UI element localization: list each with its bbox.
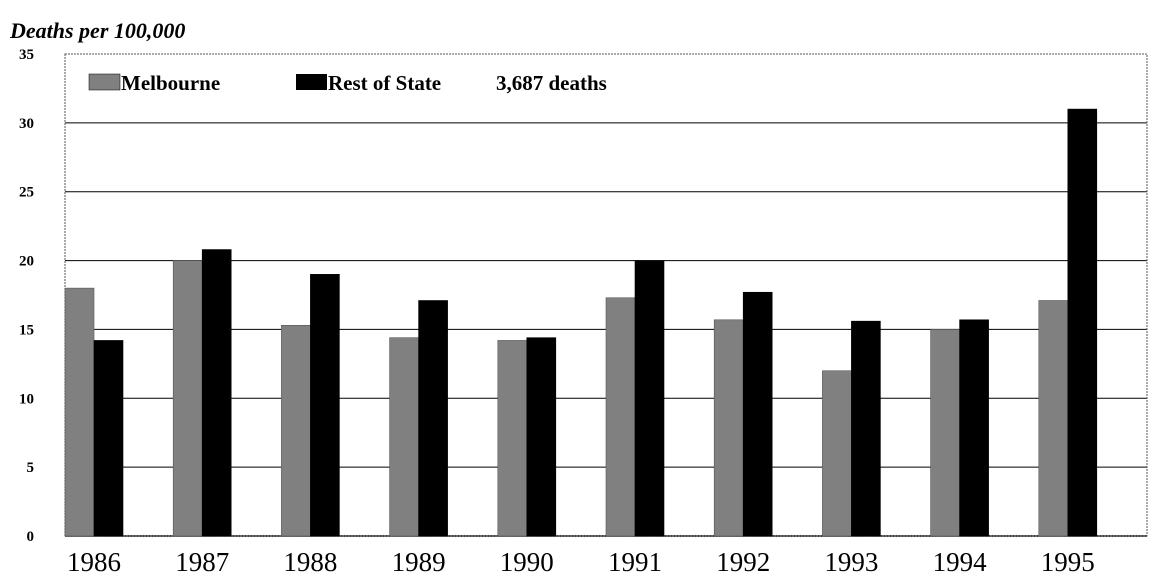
x-tick-label: 1993 <box>824 547 878 575</box>
legend-swatch-melbourne <box>88 73 121 91</box>
x-tick-label: 1986 <box>67 547 121 575</box>
x-axis-ticks: 1986 1987 1988 1989 1990 1991 1992 1993 1994 1995 <box>67 547 1095 575</box>
bar-rest-of-state-1993 <box>851 320 881 537</box>
bar-melbourne-1989 <box>389 337 419 537</box>
y-tick-label: 15 <box>19 322 34 338</box>
legend: Melbourne Rest of State 3,687 deaths <box>88 71 607 95</box>
bar-melbourne-1987 <box>172 260 203 537</box>
y-tick-label: 25 <box>19 185 34 201</box>
x-tick-label: 1995 <box>1041 547 1095 575</box>
x-tick-label: 1994 <box>933 547 988 575</box>
y-tick-label: 5 <box>27 460 35 476</box>
bars <box>64 108 1098 537</box>
x-tick-label: 1988 <box>283 547 337 575</box>
legend-label-rest-of-state: Rest of State <box>328 71 441 95</box>
bar-melbourne-1991 <box>605 297 636 537</box>
y-axis-ticks: 0 5 10 15 20 25 30 35 <box>19 47 34 545</box>
x-tick-label: 1989 <box>392 547 446 575</box>
x-tick-label: 1990 <box>500 547 554 575</box>
bar-rest-of-state-1992 <box>742 291 773 537</box>
bar-melbourne-1986 <box>64 287 95 537</box>
bar-rest-of-state-1987 <box>201 249 232 537</box>
legend-label-melbourne: Melbourne <box>121 71 220 95</box>
bar-melbourne-1995 <box>1038 300 1069 537</box>
bar-rest-of-state-1995 <box>1067 108 1098 537</box>
legend-swatch-rest-of-state <box>296 74 327 90</box>
bar-melbourne-1994 <box>930 329 960 537</box>
x-tick-label: 1992 <box>716 547 770 575</box>
bar-rest-of-state-1991 <box>634 260 665 537</box>
y-tick-label: 10 <box>19 391 34 407</box>
x-tick-label: 1991 <box>608 547 662 575</box>
bar-rest-of-state-1986 <box>93 340 124 537</box>
y-tick-label: 30 <box>19 116 34 132</box>
bar-melbourne-1992 <box>713 319 744 537</box>
bar-melbourne-1990 <box>497 340 528 537</box>
bar-rest-of-state-1990 <box>526 337 557 537</box>
y-tick-label: 20 <box>19 254 34 270</box>
bar-melbourne-1993 <box>822 370 852 537</box>
y-tick-label: 0 <box>27 529 35 545</box>
y-tick-label: 35 <box>19 47 34 63</box>
bar-rest-of-state-1994 <box>959 319 989 537</box>
annotation-total-deaths: 3,687 deaths <box>496 71 607 95</box>
bar-rest-of-state-1988 <box>310 274 340 537</box>
y-axis-title: Deaths per 100,000 <box>9 18 185 43</box>
bar-melbourne-1988 <box>281 324 311 537</box>
bar-rest-of-state-1989 <box>418 300 448 537</box>
x-tick-label: 1987 <box>175 547 229 575</box>
